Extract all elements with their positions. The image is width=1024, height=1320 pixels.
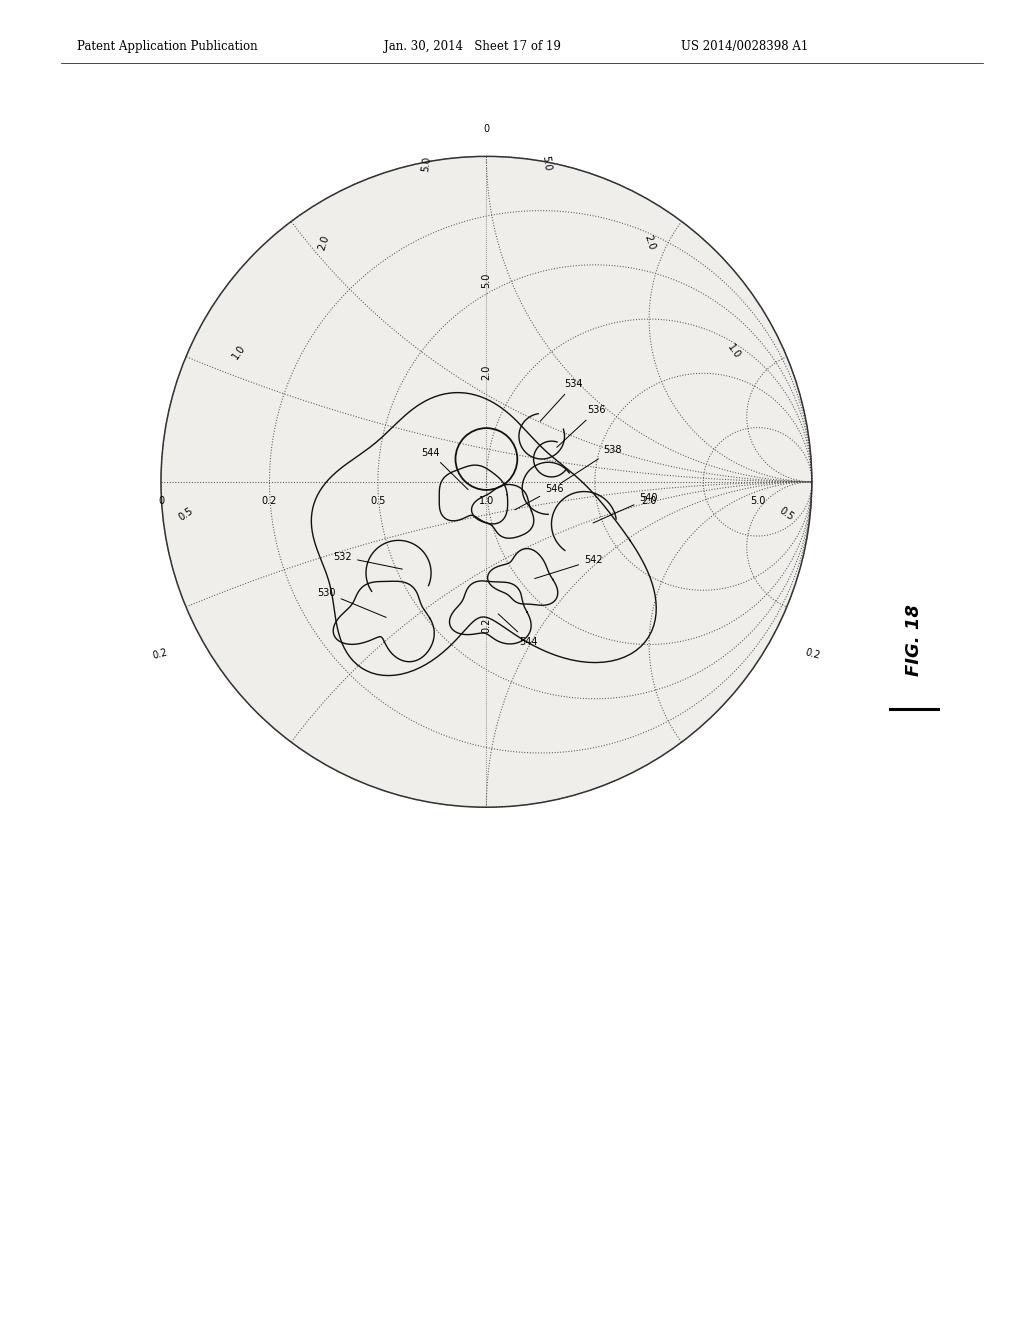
Text: 540: 540 <box>593 494 657 523</box>
Text: 534: 534 <box>541 379 583 421</box>
Text: 0.5: 0.5 <box>371 496 386 507</box>
Text: 2.0: 2.0 <box>481 366 492 380</box>
Text: 5.0: 5.0 <box>481 272 492 288</box>
Text: 0.2: 0.2 <box>152 647 169 661</box>
Text: 0: 0 <box>158 496 164 507</box>
Text: 1.0: 1.0 <box>479 496 494 507</box>
Text: US 2014/0028398 A1: US 2014/0028398 A1 <box>681 40 808 53</box>
Text: Jan. 30, 2014   Sheet 17 of 19: Jan. 30, 2014 Sheet 17 of 19 <box>384 40 561 53</box>
Text: 1.0: 1.0 <box>230 342 247 360</box>
Text: 5.0: 5.0 <box>541 156 553 172</box>
Text: FIG. 18: FIG. 18 <box>905 605 923 676</box>
Text: 0.2: 0.2 <box>804 647 821 661</box>
Circle shape <box>161 156 812 808</box>
Text: Patent Application Publication: Patent Application Publication <box>77 40 257 53</box>
Text: 0.2: 0.2 <box>481 618 492 632</box>
Text: 2.0: 2.0 <box>642 234 656 252</box>
Text: 2.0: 2.0 <box>641 496 656 507</box>
Text: 546: 546 <box>515 483 563 510</box>
Text: 5.0: 5.0 <box>750 496 765 507</box>
Text: 5.0: 5.0 <box>420 156 432 172</box>
Text: 530: 530 <box>317 587 386 618</box>
Text: 0: 0 <box>483 124 489 133</box>
Text: 538: 538 <box>560 445 622 483</box>
Text: 2.0: 2.0 <box>316 234 331 252</box>
Text: 536: 536 <box>557 405 606 447</box>
Text: 1.0: 1.0 <box>726 342 742 360</box>
Text: 544: 544 <box>499 614 538 647</box>
Text: 542: 542 <box>535 556 603 578</box>
Text: 0.2: 0.2 <box>262 496 278 507</box>
Text: 532: 532 <box>334 552 402 569</box>
Text: 0.5: 0.5 <box>177 506 196 523</box>
Text: 544: 544 <box>421 447 468 490</box>
Text: 0.5: 0.5 <box>777 506 796 523</box>
